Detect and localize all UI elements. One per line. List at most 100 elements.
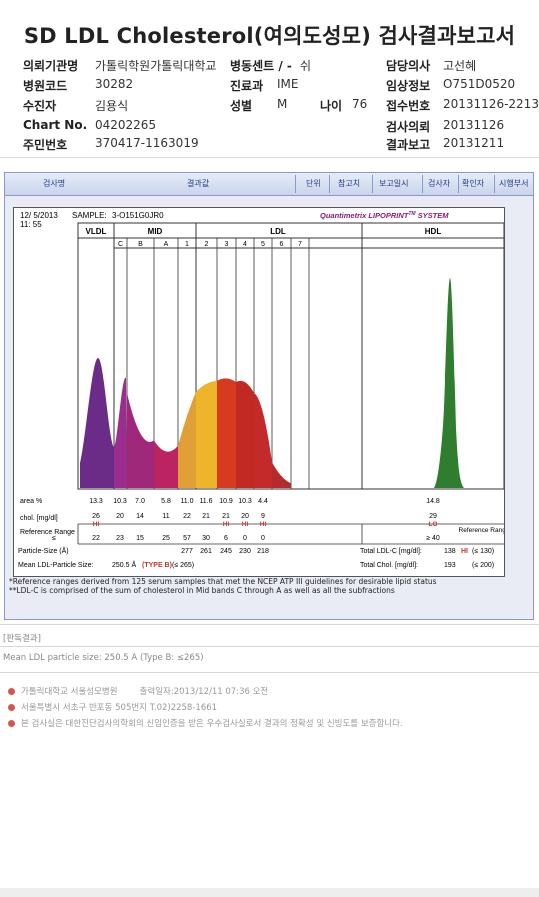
particle-size-value: 261: [200, 548, 212, 555]
band-label: B: [138, 241, 143, 248]
area-value: 4.4: [258, 498, 268, 505]
chart-time: 11: 55: [20, 220, 42, 229]
chol-value: 26: [92, 513, 100, 520]
result-panel: 검사명 결과값 단위 참고치 보고일시 검사자 확인자 시행부서 12/ 5/2…: [4, 172, 534, 620]
band-group-label: VLDL: [86, 227, 107, 236]
column-header-bar: 검사명 결과값 단위 참고치 보고일시 검사자 확인자 시행부서: [5, 173, 533, 196]
resident-value: 370417-1163019: [95, 136, 199, 150]
vldl-peak: [80, 358, 114, 488]
bottom-bar: [0, 888, 539, 897]
chol-value: 21: [222, 513, 230, 520]
band-label: 3: [225, 241, 229, 248]
band-group-label: HDL: [425, 227, 442, 236]
ref-value: ≥ 40: [426, 535, 440, 542]
ref-value: 6: [224, 535, 228, 542]
divider: [295, 175, 296, 193]
chol-value: 22: [183, 513, 191, 520]
sex-label: 성별: [230, 99, 253, 113]
ref-value: 15: [136, 535, 144, 542]
flag-value: HI: [93, 521, 100, 528]
flag-value: HI: [260, 521, 267, 528]
divider: [458, 175, 459, 193]
ref-value: 22: [92, 535, 100, 542]
col-report-time[interactable]: 보고일시: [379, 179, 409, 188]
lipoprint-chart: 12/ 5/2013 11: 55 SAMPLE: 3-O151G0JR0 Qu…: [18, 211, 510, 569]
divider: [329, 175, 330, 193]
brand-main: Quantimetrix LIPOPRINT: [320, 211, 410, 220]
mean-value: 250.5 Å: [112, 560, 136, 569]
mean-ref: (≤ 265): [172, 562, 194, 569]
report-value: 20131211: [443, 136, 505, 150]
ldl-5-peak: [254, 392, 272, 488]
divider: [0, 672, 539, 673]
sex-value: M: [277, 97, 288, 111]
footer-print-info: 가톨릭대학교 서울성모병원 출력일자:2013/12/11 07:36 오전: [8, 685, 268, 697]
area-label: area %: [20, 498, 42, 505]
chart-no-value: 04202265: [95, 118, 157, 132]
institution-label: 의뢰기관명: [23, 59, 79, 73]
hospital-code-value: 30282: [95, 77, 134, 91]
band-label: 5: [261, 241, 265, 248]
mean-type: (TYPE B): [142, 562, 172, 569]
area-value: 10.3: [238, 498, 252, 505]
bullet-icon: [8, 720, 15, 727]
col-unit[interactable]: 단위: [306, 179, 321, 188]
col-department[interactable]: 시행부서: [499, 179, 529, 188]
chol-value: 29: [429, 513, 437, 520]
ward-value: 쉬: [300, 59, 312, 73]
particle-size-value: 277: [181, 548, 193, 555]
band-labels: C B A 1 2 3 4 5 6 7: [118, 241, 302, 248]
area-value: 10.9: [219, 498, 233, 505]
institution-value: 가톨릭학원가톨릭대학교: [95, 59, 217, 73]
divider: [422, 175, 423, 193]
lipoprint-report: 12/ 5/2013 11: 55 SAMPLE: 3-O151G0JR0 Qu…: [13, 207, 510, 577]
receipt-label: 접수번호: [386, 99, 431, 113]
hospital-code-label: 병원코드: [23, 79, 68, 93]
band-group-label: LDL: [270, 227, 286, 236]
mid-a-peak: [154, 440, 178, 488]
col-reference[interactable]: 참고치: [338, 179, 361, 188]
bullet-icon: [8, 688, 15, 695]
ref-left-sign: ≤: [52, 535, 56, 542]
ldl-1-peak: [178, 391, 196, 488]
total-chol-label: Total Chol. [mg/dl]:: [360, 562, 418, 569]
ref-value: 0: [243, 535, 247, 542]
col-tester[interactable]: 검사자: [428, 179, 451, 188]
clinical-info-value: O751D0520: [443, 77, 516, 91]
patient-value: 김용식: [95, 99, 129, 113]
footer-hospital: 가톨릭대학교 서울성모병원: [21, 687, 118, 697]
interpretation-header: [판독결과]: [3, 634, 41, 644]
chol-value: 20: [116, 513, 124, 520]
footer-certification: 본 검사실은 대한진단검사의학회의 신임인증을 받은 우수검사실로서 결과의 정…: [8, 717, 403, 729]
footer-certification-text: 본 검사실은 대한진단검사의학회의 신임인증을 받은 우수검사실로서 결과의 정…: [21, 719, 403, 729]
ward-label: 병동센트 / -: [230, 59, 292, 73]
ref-value: 25: [162, 535, 170, 542]
bullet-icon: [8, 704, 15, 711]
col-checker[interactable]: 확인자: [462, 179, 485, 188]
report-label: 결과보고: [386, 138, 431, 152]
resident-label: 주민번호: [23, 138, 68, 152]
chol-value: 11: [162, 513, 169, 520]
col-test-name[interactable]: 검사명: [43, 179, 66, 188]
ldl-2-peak: [196, 380, 217, 488]
receipt-value: 20131126-22132: [443, 97, 539, 111]
dept-label: 진료과: [230, 79, 264, 93]
result-table-values: 13.326HI2210.320237.014155.8112511.02257…: [89, 498, 510, 555]
chol-value: 14: [136, 513, 144, 520]
footer-address-text: 서울특별시 서초구 반포동 505번지 T.02)2258-1661: [21, 703, 218, 713]
brand-name: Quantimetrix LIPOPRINTTM SYSTEM: [320, 211, 449, 220]
mid-c-peak: [114, 377, 127, 488]
clinical-info-label: 임상정보: [386, 79, 431, 93]
ref-value: 23: [116, 535, 124, 542]
band-label: C: [118, 241, 123, 248]
col-result[interactable]: 결과값: [187, 179, 210, 188]
request-label: 검사의뢰: [386, 120, 431, 134]
mid-b-peak: [127, 392, 154, 488]
particle-label: Particle-Size (Å): [18, 546, 69, 555]
age-label: 나이: [320, 99, 343, 113]
request-value: 20131126: [443, 118, 505, 132]
hdl-peak: [434, 278, 464, 488]
divider: [494, 175, 495, 193]
age-value: 76: [352, 97, 368, 111]
chol-value: 9: [261, 513, 265, 520]
